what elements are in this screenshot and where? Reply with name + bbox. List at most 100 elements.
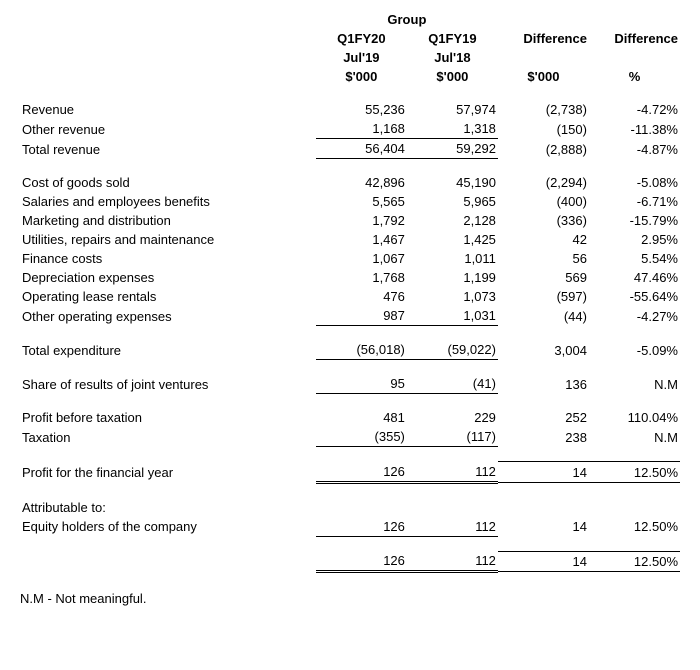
label-lease: Operating lease rentals bbox=[20, 287, 316, 306]
row-marketing: Marketing and distribution 1,792 2,128 (… bbox=[20, 211, 680, 230]
hdr-col4-line1: Difference bbox=[589, 29, 680, 48]
val-total-revenue-c3: (2,888) bbox=[498, 139, 589, 159]
val-total-expenditure-c4: -5.09% bbox=[589, 340, 680, 360]
val-depreciation-c4: 47.46% bbox=[589, 268, 680, 287]
label-salaries: Salaries and employees benefits bbox=[20, 192, 316, 211]
val-revenue-c2: 57,974 bbox=[407, 100, 498, 119]
val-other-opex-c3: (44) bbox=[498, 306, 589, 326]
val-profit-year-c4: 12.50% bbox=[589, 462, 680, 483]
val-cogs-c1: 42,896 bbox=[316, 173, 407, 192]
val-other-revenue-c2: 1,318 bbox=[407, 119, 498, 139]
label-utilities: Utilities, repairs and maintenance bbox=[20, 230, 316, 249]
row-equity-holders: Equity holders of the company 126 112 14… bbox=[20, 517, 680, 537]
val-attributable-total-c2: 112 bbox=[407, 551, 498, 572]
footnote-nm: N.M - Not meaningful. bbox=[20, 591, 680, 606]
row-total-revenue: Total revenue 56,404 59,292 (2,888) -4.8… bbox=[20, 139, 680, 159]
val-other-revenue-c4: -11.38% bbox=[589, 119, 680, 139]
val-attributable-total-c1: 126 bbox=[316, 551, 407, 572]
row-other-revenue: Other revenue 1,168 1,318 (150) -11.38% bbox=[20, 119, 680, 139]
row-other-opex: Other operating expenses 987 1,031 (44) … bbox=[20, 306, 680, 326]
row-lease: Operating lease rentals 476 1,073 (597) … bbox=[20, 287, 680, 306]
label-profit-year: Profit for the financial year bbox=[20, 462, 316, 483]
row-profit-year: Profit for the financial year 126 112 14… bbox=[20, 462, 680, 483]
header-group: Group bbox=[316, 10, 498, 29]
val-total-revenue-c4: -4.87% bbox=[589, 139, 680, 159]
val-utilities-c4: 2.95% bbox=[589, 230, 680, 249]
row-total-expenditure: Total expenditure (56,018) (59,022) 3,00… bbox=[20, 340, 680, 360]
label-other-revenue: Other revenue bbox=[20, 119, 316, 139]
val-jv-c2: (41) bbox=[407, 374, 498, 394]
val-finance-c3: 56 bbox=[498, 249, 589, 268]
label-finance: Finance costs bbox=[20, 249, 316, 268]
val-total-expenditure-c2: (59,022) bbox=[407, 340, 498, 360]
val-equity-holders-c3: 14 bbox=[498, 517, 589, 537]
val-profit-year-c1: 126 bbox=[316, 462, 407, 483]
val-utilities-c1: 1,467 bbox=[316, 230, 407, 249]
val-other-opex-c1: 987 bbox=[316, 306, 407, 326]
val-other-revenue-c3: (150) bbox=[498, 119, 589, 139]
val-finance-c1: 1,067 bbox=[316, 249, 407, 268]
val-marketing-c2: 2,128 bbox=[407, 211, 498, 230]
val-tax-c1: (355) bbox=[316, 427, 407, 447]
val-equity-holders-c4: 12.50% bbox=[589, 517, 680, 537]
row-pbt: Profit before taxation 481 229 252 110.0… bbox=[20, 408, 680, 427]
val-revenue-c1: 55,236 bbox=[316, 100, 407, 119]
val-lease-c3: (597) bbox=[498, 287, 589, 306]
val-tax-c3: 238 bbox=[498, 427, 589, 447]
label-jv: Share of results of joint ventures bbox=[20, 374, 316, 394]
row-salaries: Salaries and employees benefits 5,565 5,… bbox=[20, 192, 680, 211]
val-cogs-c3: (2,294) bbox=[498, 173, 589, 192]
val-finance-c2: 1,011 bbox=[407, 249, 498, 268]
val-equity-holders-c1: 126 bbox=[316, 517, 407, 537]
val-cogs-c4: -5.08% bbox=[589, 173, 680, 192]
val-pbt-c3: 252 bbox=[498, 408, 589, 427]
val-salaries-c1: 5,565 bbox=[316, 192, 407, 211]
header-row-2: Jul'19 Jul'18 bbox=[20, 48, 680, 67]
val-pbt-c2: 229 bbox=[407, 408, 498, 427]
label-pbt: Profit before taxation bbox=[20, 408, 316, 427]
label-cogs: Cost of goods sold bbox=[20, 173, 316, 192]
label-revenue: Revenue bbox=[20, 100, 316, 119]
label-tax: Taxation bbox=[20, 427, 316, 447]
label-depreciation: Depreciation expenses bbox=[20, 268, 316, 287]
val-marketing-c4: -15.79% bbox=[589, 211, 680, 230]
val-tax-c4: N.M bbox=[589, 427, 680, 447]
val-pbt-c4: 110.04% bbox=[589, 408, 680, 427]
hdr-col1-line3: $'000 bbox=[316, 67, 407, 86]
val-salaries-c3: (400) bbox=[498, 192, 589, 211]
val-lease-c2: 1,073 bbox=[407, 287, 498, 306]
val-marketing-c3: (336) bbox=[498, 211, 589, 230]
val-profit-year-c3: 14 bbox=[498, 462, 589, 483]
val-total-expenditure-c1: (56,018) bbox=[316, 340, 407, 360]
label-marketing: Marketing and distribution bbox=[20, 211, 316, 230]
header-group-row: Group bbox=[20, 10, 680, 29]
row-utilities: Utilities, repairs and maintenance 1,467… bbox=[20, 230, 680, 249]
val-lease-c4: -55.64% bbox=[589, 287, 680, 306]
income-statement-table: Group Q1FY20 Q1FY19 Difference Differenc… bbox=[20, 10, 680, 573]
val-cogs-c2: 45,190 bbox=[407, 173, 498, 192]
val-pbt-c1: 481 bbox=[316, 408, 407, 427]
hdr-col4-line3: % bbox=[589, 67, 680, 86]
row-jv: Share of results of joint ventures 95 (4… bbox=[20, 374, 680, 394]
val-equity-holders-c2: 112 bbox=[407, 517, 498, 537]
val-utilities-c3: 42 bbox=[498, 230, 589, 249]
header-row-3: $'000 $'000 $'000 % bbox=[20, 67, 680, 86]
label-attributable: Attributable to: bbox=[20, 498, 316, 517]
row-revenue: Revenue 55,236 57,974 (2,738) -4.72% bbox=[20, 100, 680, 119]
val-jv-c1: 95 bbox=[316, 374, 407, 394]
val-revenue-c3: (2,738) bbox=[498, 100, 589, 119]
val-depreciation-c2: 1,199 bbox=[407, 268, 498, 287]
val-other-opex-c2: 1,031 bbox=[407, 306, 498, 326]
hdr-col3-line1: Difference bbox=[498, 29, 589, 48]
val-utilities-c2: 1,425 bbox=[407, 230, 498, 249]
val-attributable-total-c3: 14 bbox=[498, 551, 589, 572]
val-depreciation-c1: 1,768 bbox=[316, 268, 407, 287]
row-depreciation: Depreciation expenses 1,768 1,199 569 47… bbox=[20, 268, 680, 287]
val-finance-c4: 5.54% bbox=[589, 249, 680, 268]
row-tax: Taxation (355) (117) 238 N.M bbox=[20, 427, 680, 447]
val-attributable-total-c4: 12.50% bbox=[589, 551, 680, 572]
row-attributable-total: 126 112 14 12.50% bbox=[20, 551, 680, 572]
row-finance: Finance costs 1,067 1,011 56 5.54% bbox=[20, 249, 680, 268]
val-total-revenue-c2: 59,292 bbox=[407, 139, 498, 159]
label-other-opex: Other operating expenses bbox=[20, 306, 316, 326]
